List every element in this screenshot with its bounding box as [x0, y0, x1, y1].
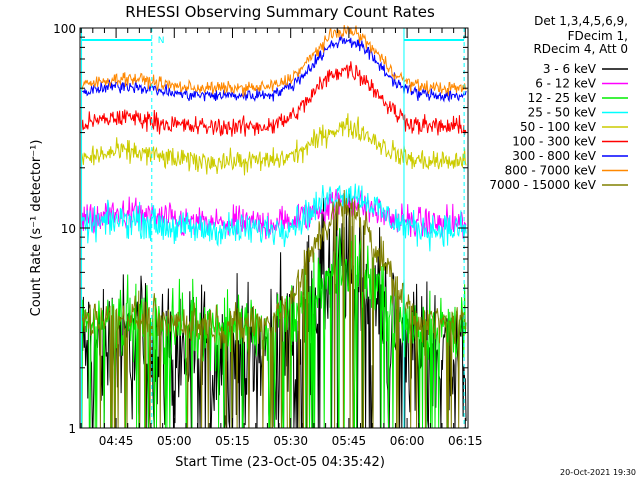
legend-header-line-2: FDecim 1,: [568, 29, 628, 43]
x-tick-label: 06:15: [448, 434, 483, 448]
x-tick-label: 05:15: [215, 434, 250, 448]
legend-label-5: 100 - 300 keV: [512, 135, 596, 149]
legend-label-8: 7000 - 15000 keV: [489, 178, 596, 192]
timestamp: 20-Oct-2021 19:30: [560, 468, 636, 477]
y-tick-label: 10: [61, 222, 76, 236]
chart-title: RHESSI Observing Summary Count Rates: [125, 3, 435, 21]
x-axis-label: Start Time (23-Oct-05 04:35:42): [175, 455, 385, 470]
legend-label-7: 800 - 7000 keV: [505, 164, 597, 178]
legend-label-3: 25 - 50 keV: [528, 106, 597, 120]
series-line-1: [81, 188, 467, 240]
x-axis: 04:45 05:00 05:15 05:30 05:45 06:00 06:15: [80, 28, 483, 448]
x-tick-label: 05:45: [332, 434, 367, 448]
series-line-4: [81, 113, 467, 176]
legend-label-6: 300 - 800 keV: [512, 149, 596, 163]
series-line-3: [81, 183, 467, 252]
y-tick-label: 1: [68, 422, 76, 436]
legend-label-1: 6 - 12 keV: [535, 77, 597, 91]
series-line-6: [81, 34, 467, 103]
night-label: N: [158, 36, 165, 46]
legend-header-line-1: Det 1,3,4,5,6,9,: [534, 14, 628, 28]
x-tick-label: 04:45: [99, 434, 134, 448]
series-layer: [81, 25, 467, 429]
y-tick-label: 100: [53, 22, 76, 36]
series-line-7: [81, 25, 467, 98]
x-tick-label: 06:00: [390, 434, 425, 448]
series-line-5: [81, 61, 467, 137]
legend-label-0: 3 - 6 keV: [543, 62, 597, 76]
series-line-8: [81, 189, 467, 429]
x-tick-label: 05:00: [157, 434, 192, 448]
y-axis: 1 10 100: [53, 22, 468, 436]
legend-header-line-3: RDecim 4, Att 0: [533, 42, 628, 56]
legend-label-4: 50 - 100 keV: [520, 120, 597, 134]
legend-label-2: 12 - 25 keV: [528, 91, 597, 105]
x-tick-label: 05:30: [273, 434, 308, 448]
y-axis-label: Count Rate (s⁻¹ detector⁻¹): [29, 140, 44, 317]
